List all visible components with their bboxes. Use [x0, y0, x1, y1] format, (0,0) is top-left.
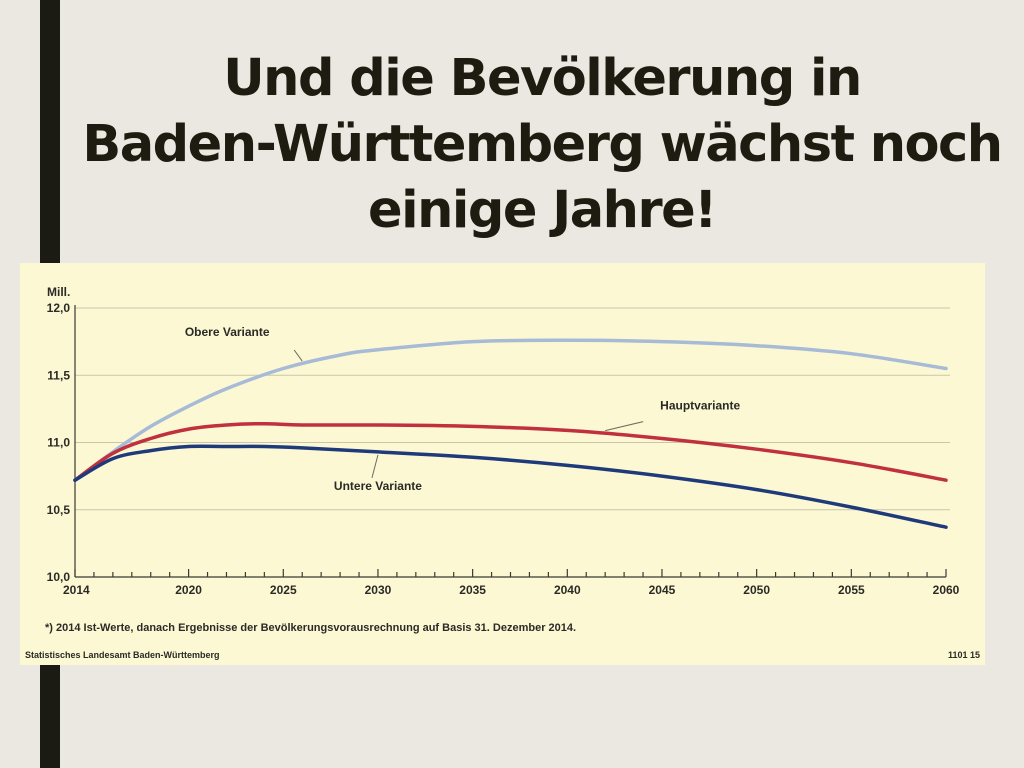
series-label-obere-variante: Obere Variante	[185, 325, 270, 339]
series-line-obere-variante	[73, 338, 948, 482]
label-layer: Mill. *) 2014 Ist-Werte, danach Ergebnis…	[25, 285, 980, 660]
y-tick-label-10,5: 10,5	[47, 503, 71, 517]
series-line-hauptvariante	[73, 421, 948, 482]
axis-layer	[74, 305, 947, 578]
series-line-untere-variante	[73, 444, 948, 529]
population-line-chart: Mill. *) 2014 Ist-Werte, danach Ergebnis…	[25, 285, 980, 660]
leader-line-obere-variante	[293, 349, 303, 362]
x-tick-label-2040: 2040	[554, 583, 581, 597]
chart-footnote: *) 2014 Ist-Werte, danach Ergebnisse der…	[45, 622, 576, 634]
x-tick-label-2035: 2035	[459, 583, 486, 597]
y-tick-label-11,0: 11,0	[47, 436, 70, 450]
y-tick-label-10,0: 10,0	[47, 570, 71, 584]
leader-line-untere-variante	[371, 454, 379, 479]
slide-title-line-3: einige Jahre!	[368, 181, 717, 240]
slide-title-line-1: Und die Bevölkerung in	[223, 49, 862, 108]
y-tick-label-11,5: 11,5	[47, 368, 70, 382]
x-tick-label-2030: 2030	[365, 583, 392, 597]
y-tick-label-12,0: 12,0	[47, 301, 71, 315]
chart-source: Statistisches Landesamt Baden-Württember…	[25, 650, 220, 660]
x-tick-label-2014: 2014	[63, 583, 90, 597]
slide-title: Und die Bevölkerung in Baden-Württemberg…	[60, 46, 1024, 244]
y-axis-unit-label: Mill.	[47, 285, 70, 299]
series-layer	[73, 338, 948, 529]
series-label-hauptvariante: Hauptvariante	[660, 399, 740, 413]
chart-code: 1101 15	[948, 650, 980, 660]
x-tick-label-2025: 2025	[270, 583, 297, 597]
x-tick-label-2060: 2060	[933, 583, 960, 597]
x-tick-label-2050: 2050	[743, 583, 770, 597]
x-tick-label-2055: 2055	[838, 583, 865, 597]
leader-line-hauptvariante	[605, 421, 644, 432]
slide-title-line-2: Baden-Württemberg wächst noch	[82, 115, 1003, 174]
grid-layer	[75, 307, 950, 511]
x-tick-label-2020: 2020	[175, 583, 202, 597]
series-label-untere-variante: Untere Variante	[334, 479, 422, 493]
chart-panel: Mill. *) 2014 Ist-Werte, danach Ergebnis…	[20, 263, 985, 665]
x-tick-label-2045: 2045	[649, 583, 676, 597]
